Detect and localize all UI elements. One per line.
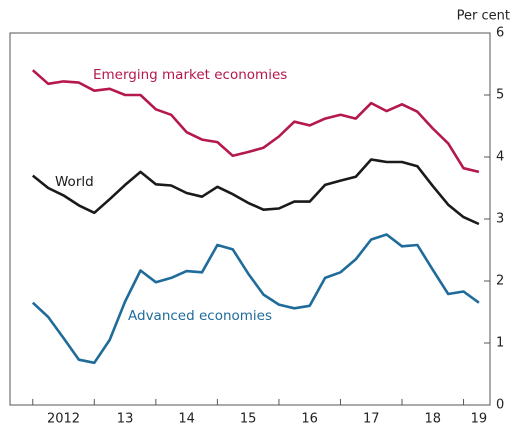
y-tick-label: 4 — [496, 150, 504, 165]
y-tick-label: 2 — [496, 274, 504, 289]
y-axis-label: Per cent — [457, 9, 510, 24]
y-tick-label: 6 — [496, 26, 504, 41]
series-label: Emerging market economies — [93, 67, 287, 83]
x-tick-label: 2012 — [47, 412, 80, 427]
series-line — [31, 233, 480, 365]
y-tick-label: 1 — [496, 336, 504, 351]
series-label: Advanced economies — [128, 308, 272, 324]
x-tick-label: 16 — [301, 412, 318, 427]
y-tick-label: 3 — [496, 212, 504, 227]
x-tick-label: 19 — [471, 412, 488, 427]
x-tick-label: 17 — [363, 412, 380, 427]
x-tick-label: 18 — [424, 412, 441, 427]
series-label: World — [55, 174, 94, 190]
plot-frame — [9, 32, 491, 406]
series-line — [31, 69, 480, 174]
y-tick-label: 0 — [496, 398, 504, 413]
x-tick-label: 14 — [178, 412, 195, 427]
series-line — [31, 158, 480, 226]
x-tick-label: 13 — [117, 412, 134, 427]
x-tick-label: 15 — [240, 412, 257, 427]
y-tick-label: 5 — [496, 88, 504, 103]
